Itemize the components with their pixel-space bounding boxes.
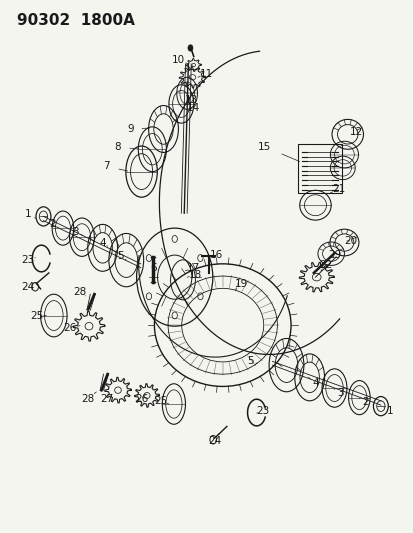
Text: 10: 10 xyxy=(172,55,185,64)
Text: 29: 29 xyxy=(327,250,340,260)
Text: 4: 4 xyxy=(99,238,106,247)
Text: 6: 6 xyxy=(150,263,157,272)
Circle shape xyxy=(188,45,192,51)
Text: 1: 1 xyxy=(25,209,31,219)
Text: 20: 20 xyxy=(344,236,357,246)
Text: 12: 12 xyxy=(349,127,363,137)
Text: 16: 16 xyxy=(209,250,222,260)
Text: 25: 25 xyxy=(154,396,167,406)
Text: 2: 2 xyxy=(50,219,56,229)
Text: 90302  1800A: 90302 1800A xyxy=(17,13,134,28)
Text: 21: 21 xyxy=(331,184,344,194)
Text: 28: 28 xyxy=(81,394,94,403)
Text: 25: 25 xyxy=(31,311,44,320)
Text: 15: 15 xyxy=(257,142,270,151)
Text: 18: 18 xyxy=(188,270,202,280)
Text: 19: 19 xyxy=(234,279,247,288)
Text: 5: 5 xyxy=(117,251,124,261)
Text: 1: 1 xyxy=(386,407,392,416)
Text: 2: 2 xyxy=(361,398,368,407)
Text: 7: 7 xyxy=(103,161,110,171)
Text: 5: 5 xyxy=(247,357,253,366)
Text: 3: 3 xyxy=(72,227,78,237)
Text: 27: 27 xyxy=(100,394,113,403)
Text: 11: 11 xyxy=(199,69,212,78)
Text: 23: 23 xyxy=(256,407,269,416)
Text: 24: 24 xyxy=(21,282,35,292)
Text: 23: 23 xyxy=(21,255,35,265)
Text: 28: 28 xyxy=(73,287,86,297)
Text: 26: 26 xyxy=(135,394,148,403)
Text: 17: 17 xyxy=(187,263,200,272)
Text: 13: 13 xyxy=(184,95,197,105)
Text: 9: 9 xyxy=(127,124,133,134)
Text: 4: 4 xyxy=(311,378,318,387)
Text: 22: 22 xyxy=(319,261,332,270)
Text: 8: 8 xyxy=(114,142,121,152)
Text: 24: 24 xyxy=(207,437,221,446)
Text: 14: 14 xyxy=(187,103,200,112)
Text: 3: 3 xyxy=(336,389,343,398)
Text: 26: 26 xyxy=(63,323,76,333)
